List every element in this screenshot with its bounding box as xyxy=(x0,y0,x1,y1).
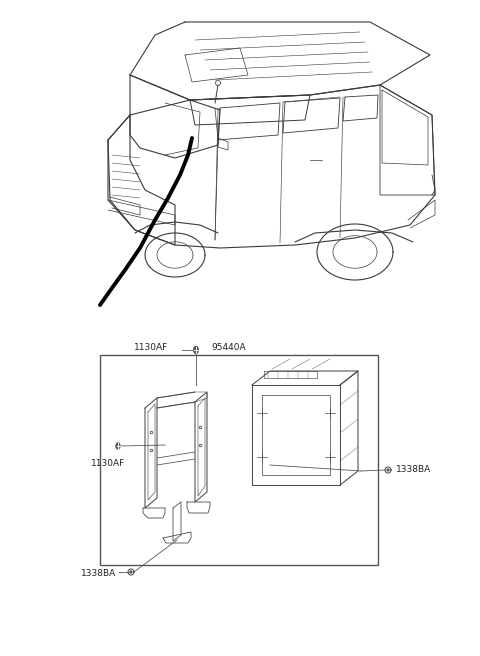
Polygon shape xyxy=(387,469,389,471)
Text: 1130AF: 1130AF xyxy=(91,459,125,468)
Text: 1338BA: 1338BA xyxy=(396,466,431,474)
Text: 1130AF: 1130AF xyxy=(134,342,168,352)
Polygon shape xyxy=(194,346,198,354)
Polygon shape xyxy=(116,443,120,449)
Text: 95440A: 95440A xyxy=(211,342,246,352)
Bar xyxy=(100,355,378,565)
Text: 1338BA: 1338BA xyxy=(81,569,116,579)
Polygon shape xyxy=(130,571,132,573)
